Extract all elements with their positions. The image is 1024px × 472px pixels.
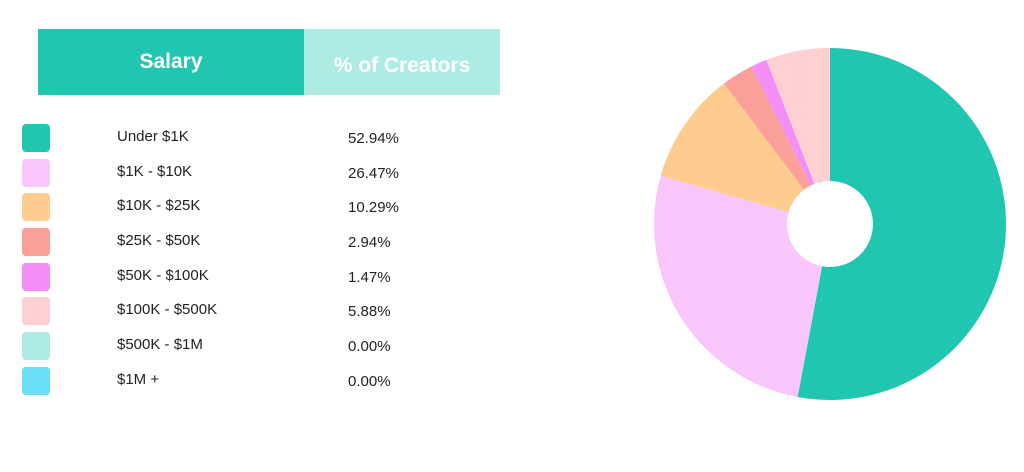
legend-row: $1K - $10K 26.47% <box>22 157 502 192</box>
legend-percent-label: 5.88% <box>348 303 391 321</box>
legend-swatch <box>22 158 50 187</box>
table-header: Salary % of Creators <box>38 29 500 95</box>
percent-column-header: % of Creators <box>304 29 500 95</box>
legend-percent-label: 0.00% <box>348 372 391 390</box>
legend-percent-label: 2.94% <box>348 234 391 252</box>
salary-column-header: Salary <box>38 29 304 95</box>
legend-percent-label: 0.00% <box>348 338 391 356</box>
legend-swatch <box>22 366 50 395</box>
pie-slice <box>797 47 1007 400</box>
legend-percent-label: 1.47% <box>348 268 391 286</box>
legend-category-label: $10K - $25K <box>117 197 201 215</box>
pie-slice <box>766 48 830 224</box>
legend-category-label: Under $1K <box>117 128 189 145</box>
legend-swatch <box>22 332 50 361</box>
pie-slice <box>654 175 830 397</box>
legend-percent-label: 26.47% <box>348 164 399 182</box>
legend-category-label: $500K - $1M <box>117 336 203 354</box>
legend-swatch <box>22 262 50 291</box>
legend-category-label: $100K - $500K <box>117 301 218 319</box>
legend-swatch <box>22 228 50 257</box>
legend-table: Under $1K 52.94% $1K - $10K 26.47% $10K - $2… <box>22 122 502 400</box>
pie-slice <box>751 59 830 224</box>
legend-row: $500K - $1M 0.00% <box>22 330 502 365</box>
pie-slice <box>660 83 830 224</box>
pie-slice <box>723 66 830 224</box>
legend-row: $50K - $100K 1.47% <box>22 261 502 296</box>
legend-category-label: $1M + <box>117 370 160 388</box>
legend-row: $1M + 0.00% <box>22 365 502 400</box>
donut-hole <box>787 181 873 267</box>
legend-swatch <box>22 193 50 222</box>
legend-row: $25K - $50K 2.94% <box>22 226 502 261</box>
legend-row: Under $1K 52.94% <box>22 122 502 157</box>
legend-category-label: $1K - $10K <box>117 162 193 180</box>
legend-row: $100K - $500K 5.88% <box>22 295 502 330</box>
legend-swatch <box>22 297 50 326</box>
legend-category-label: $25K - $50K <box>117 232 201 250</box>
legend-row: $10K - $25K 10.29% <box>22 191 502 226</box>
salary-donut-chart <box>654 47 1007 400</box>
legend-category-label: $50K - $100K <box>117 266 209 284</box>
legend-swatch <box>22 124 50 152</box>
legend-percent-label: 52.94% <box>348 130 399 147</box>
legend-percent-label: 10.29% <box>348 199 399 217</box>
